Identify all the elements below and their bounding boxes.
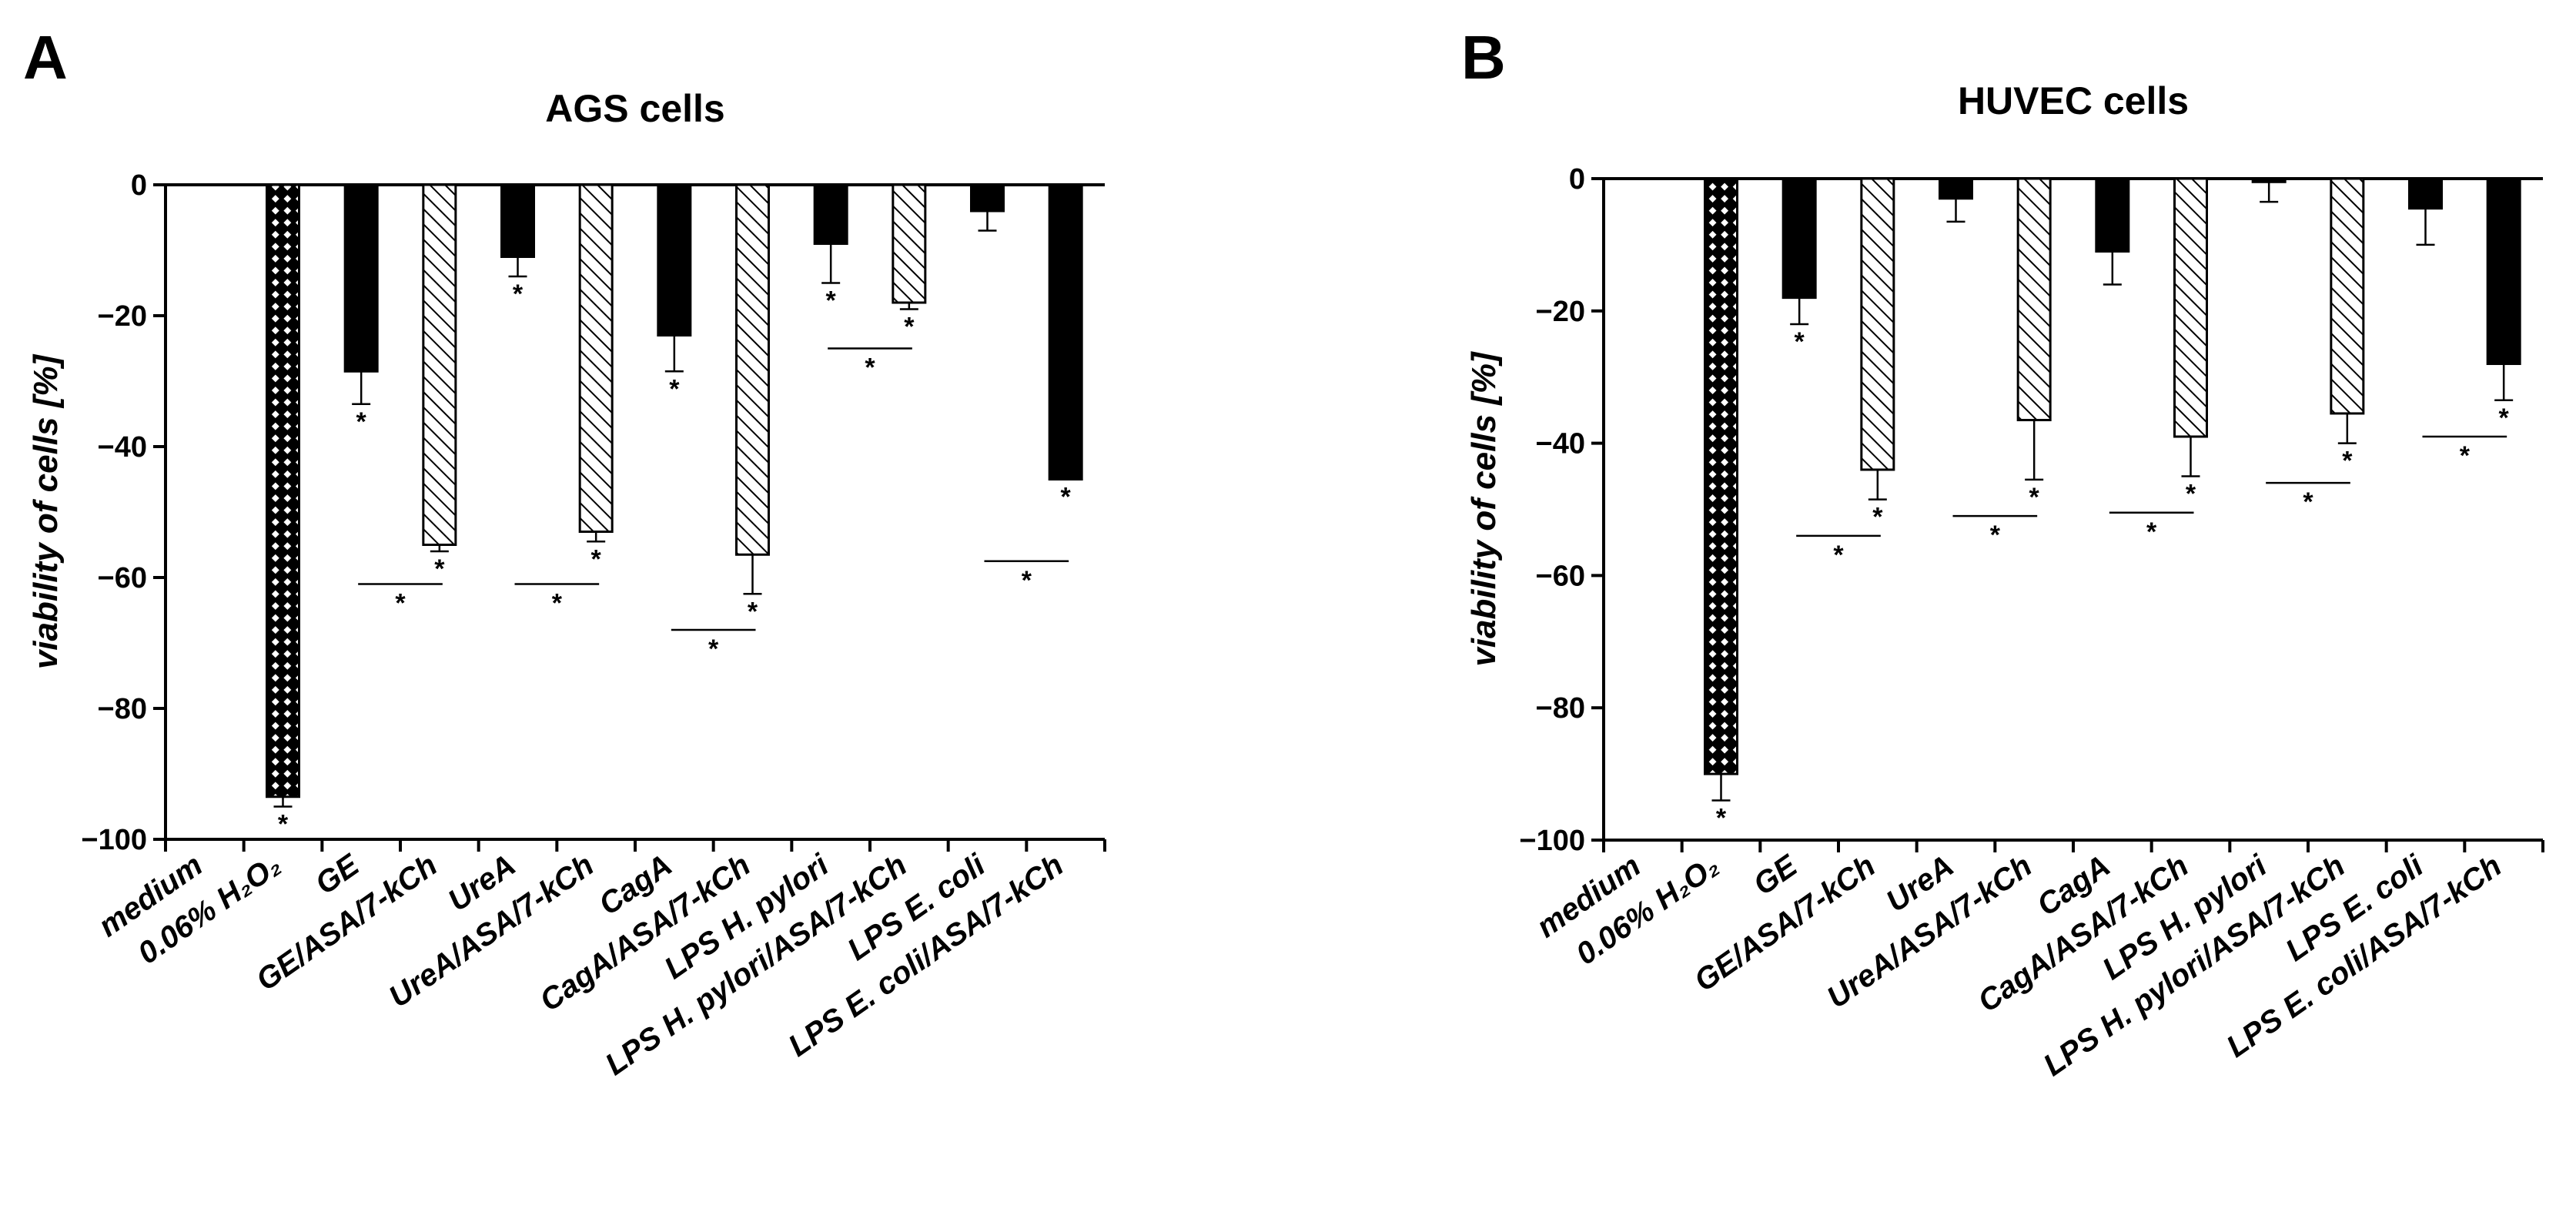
panel-b-significance-star: * [1795,327,1805,357]
panel-a-significance-star: * [1061,483,1072,512]
panel-a-ytick-label: −60 [98,562,147,594]
panel-b-title: HUVEC cells [1958,79,2189,122]
panel-b-bar [1704,177,1738,775]
panel-b-bar [1781,177,1817,300]
panel-a-bar [422,183,457,546]
panel-b-bracket-star: * [2146,517,2157,547]
panel-a-bracket-star: * [865,353,875,383]
panel-a-significance-star: * [356,407,367,437]
panel-b-significance-star: * [2342,447,2353,476]
panel-b: B HUVEC cells viability of cells [%] 0 −20 −4… [1461,23,2544,1083]
panel-b-letter: B [1461,23,1506,92]
panel-b-significance-star: * [2029,483,2040,512]
panel-a-xtick-label: GE [309,848,366,902]
panel-a-bracket-star: * [552,589,563,618]
panel-a-ytick-label: −20 [98,300,147,333]
panel-b-bar [2173,177,2208,438]
panel-b-ytick-label: 0 [1569,163,1585,196]
panel-a-bar [892,183,927,304]
panel-b-bar [2251,177,2287,183]
panel-a-ylabel: viability of cells [%] [27,353,65,669]
panel-a: A AGS cells viability of cells [%] 0 −20 −40 −… [23,23,1106,1082]
panel-b-bar [2330,177,2365,415]
panel-b-significance-star: * [1872,503,1883,532]
panel-b-bar [1860,177,1895,471]
panel-b-ytick-label: −40 [1536,428,1585,460]
panel-b-bar [1939,177,1973,200]
panel-a-bar [578,183,614,533]
panel-b-ytick-label: −100 [1519,825,1585,857]
panel-b-bar [2408,177,2443,210]
panel-b-xtick-label: GE [1748,849,1805,902]
panel-a-significance-star: * [591,544,602,574]
panel-a-ytick-label: 0 [131,169,147,202]
panel-a-letter: A [23,23,68,92]
panel-a-ytick-label: −40 [98,431,147,464]
panel-a-significance-star: * [513,280,524,309]
panel-a-significance-star: * [826,286,837,316]
panel-b-bar [2486,177,2521,366]
panel-a-bar [343,183,379,373]
panel-a-significance-star: * [904,313,915,342]
panel-b-ytick-label: −80 [1536,692,1585,725]
panel-b-bracket-star: * [2303,487,2313,517]
panel-b-ytick-label: −60 [1536,560,1585,592]
panel-b-bar [2016,177,2052,422]
panel-b-significance-star: * [1716,803,1727,832]
panel-b-bracket-star: * [2460,441,2471,470]
panel-a-title: AGS cells [545,87,724,130]
panel-a-bracket-star: * [1022,566,1032,595]
panel-a-bar [735,183,770,556]
panel-a-bar [970,183,1005,213]
panel-b-bar [2095,177,2130,253]
panel-b-ytick-label: −20 [1536,296,1585,328]
panel-a-bar [1048,183,1083,480]
panel-a-ytick-label: −80 [98,693,147,725]
panel-a-bar [657,183,692,336]
panel-b-significance-star: * [2499,403,2510,433]
panel-a-bracket-star: * [708,634,719,664]
panel-b-bracket-star: * [1990,521,2001,550]
panel-b-ylabel: viability of cells [%] [1465,351,1503,667]
panel-a-ytick-label: −100 [81,824,147,856]
panel-a-significance-star: * [434,554,445,584]
panel-a-significance-star: * [669,374,680,403]
panel-a-significance-star: * [278,810,289,839]
panel-a-bar [500,183,535,258]
panel-b-significance-star: * [2186,480,2196,509]
panel-a-bar [813,183,848,245]
panel-b-bracket-star: * [1833,541,1844,570]
panel-a-significance-star: * [748,597,758,626]
panel-a-bar [266,183,300,799]
panel-a-bracket-star: * [395,589,406,618]
